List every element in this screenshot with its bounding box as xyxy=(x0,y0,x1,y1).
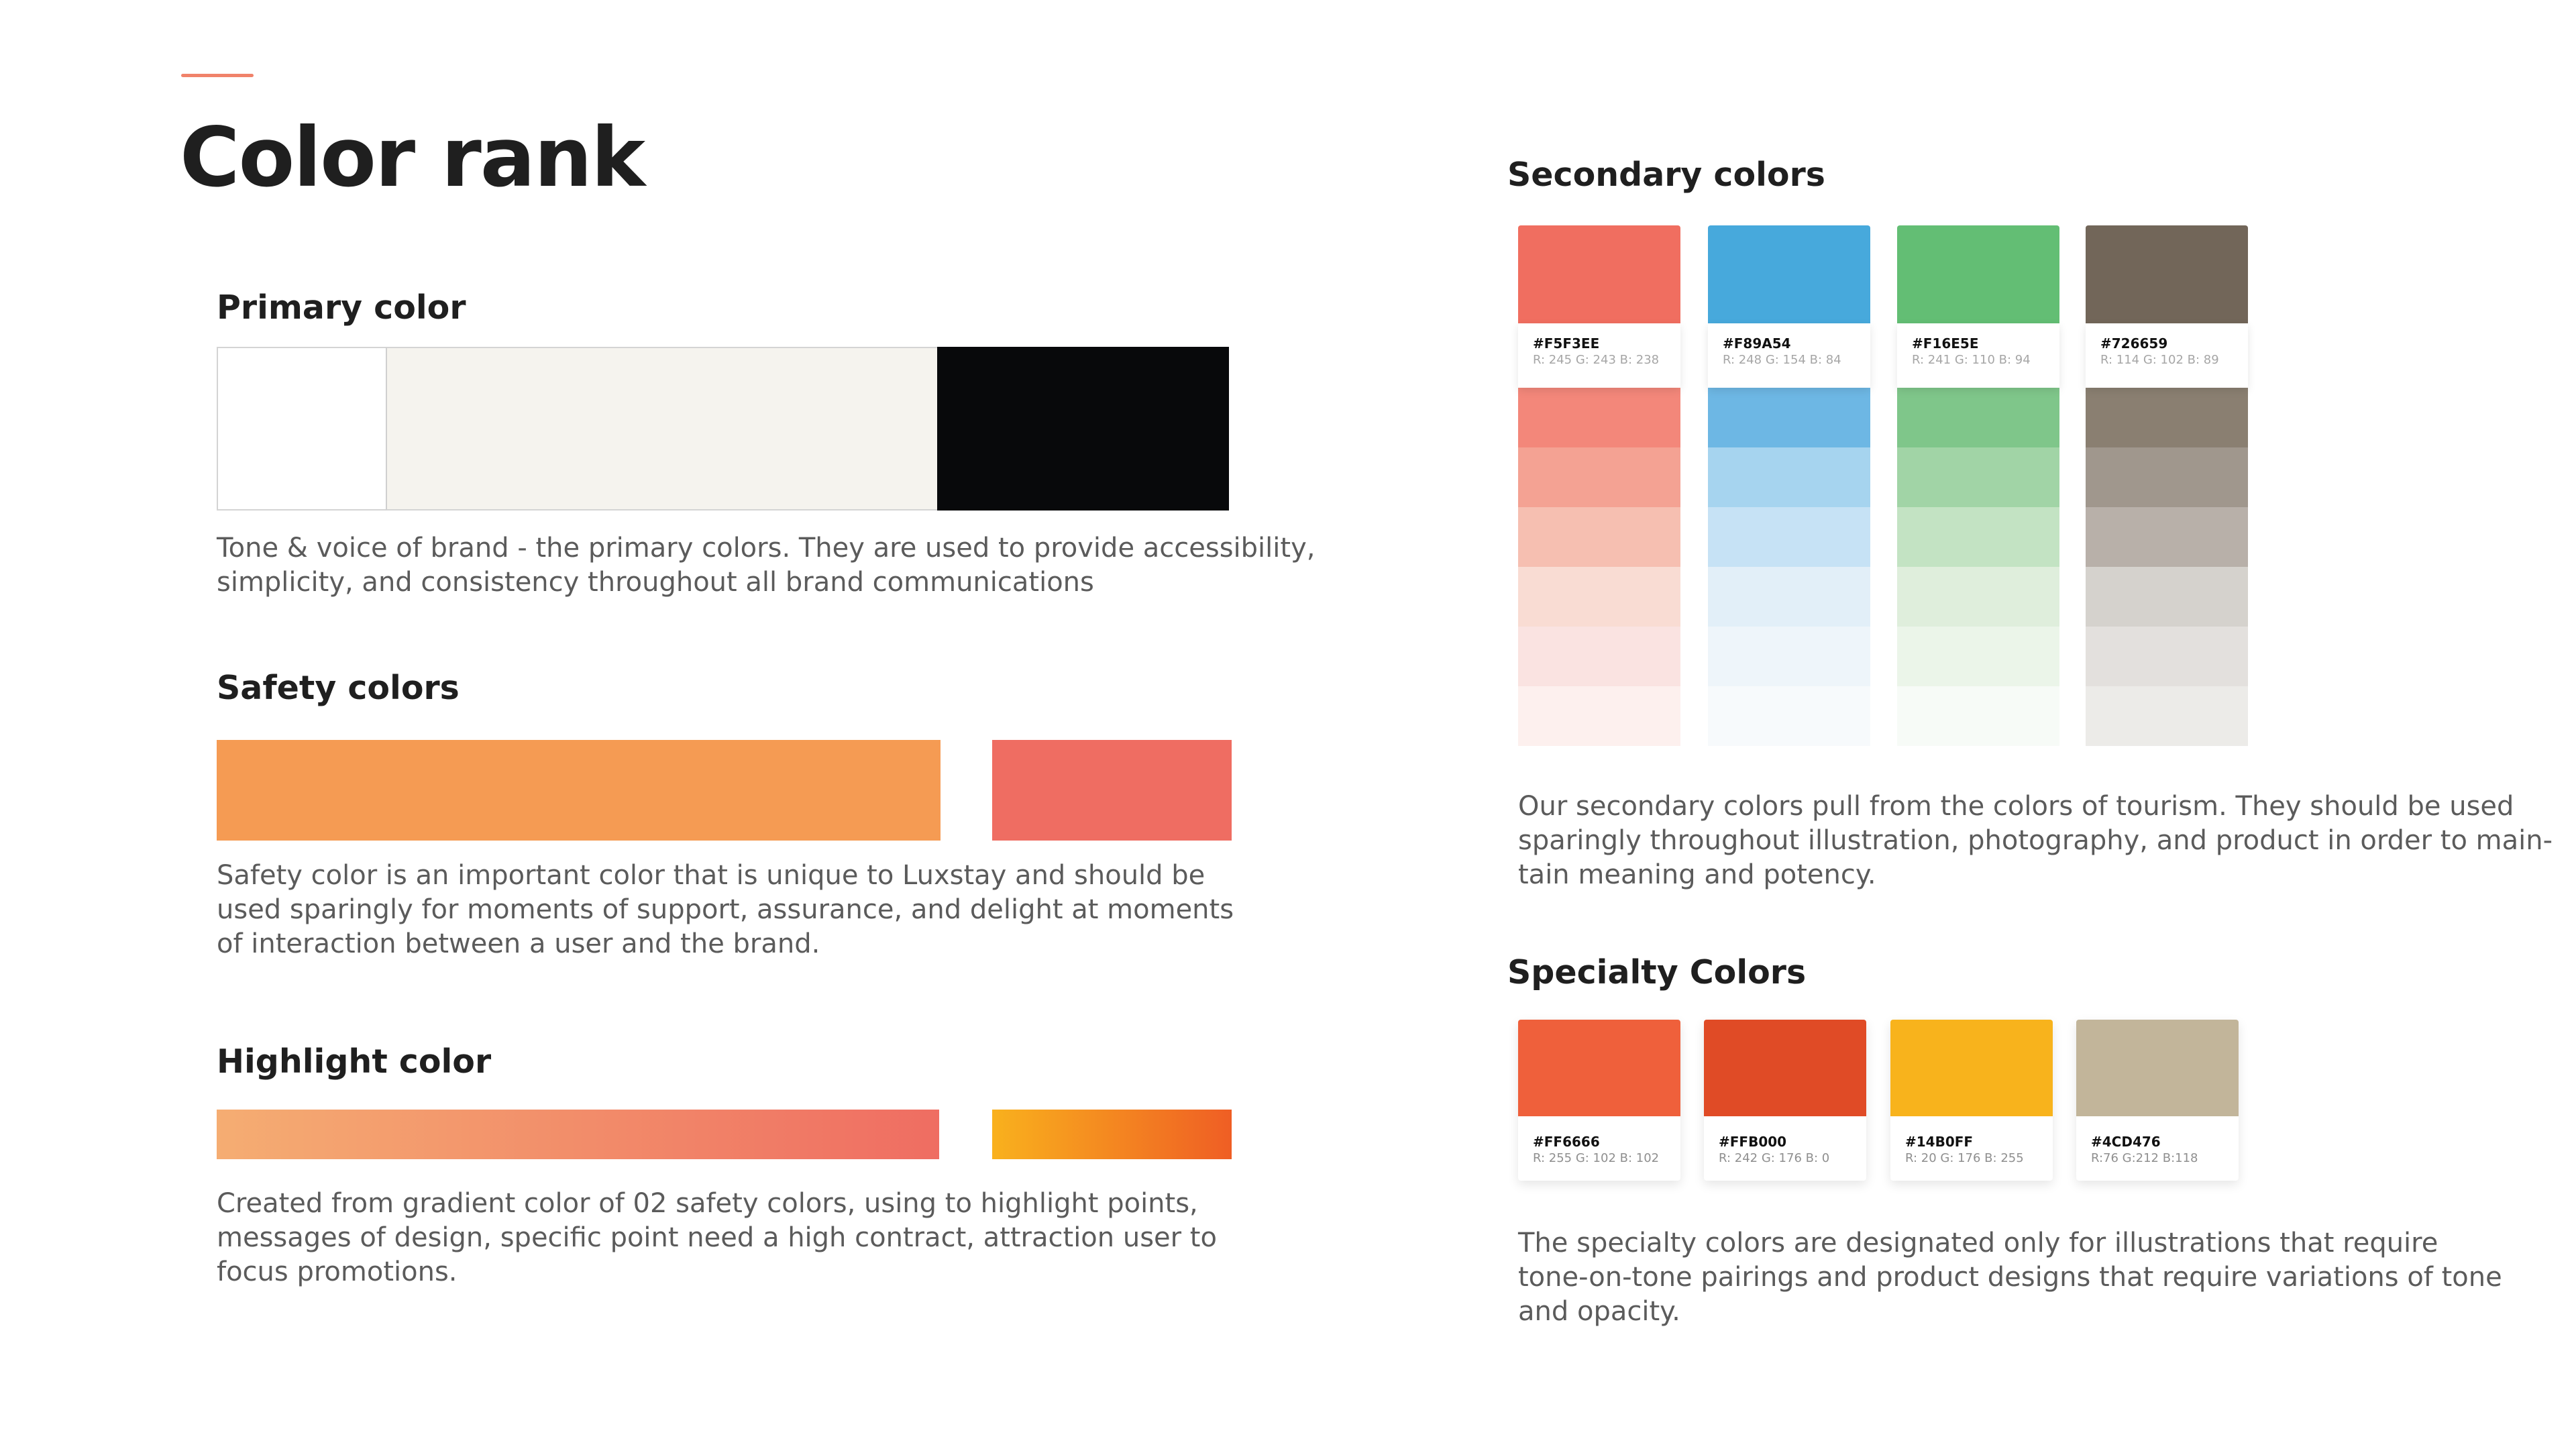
highlight-description-line: messages of design, specific point need … xyxy=(217,1222,1217,1253)
specialty-hex: #FF6666 xyxy=(1533,1134,1600,1150)
specialty-rgb: R:76 G:212 B:118 xyxy=(2091,1151,2198,1165)
specialty-color-swatch xyxy=(1518,1020,1680,1116)
palette-tint-swatch xyxy=(1518,507,1680,567)
secondary-description-line: Our secondary colors pull from the color… xyxy=(1518,791,2514,822)
palette-label: #F16E5E R: 241 G: 110 B: 94 xyxy=(1897,323,2059,388)
specialty-hex: #4CD476 xyxy=(2091,1134,2161,1150)
specialty-label: #4CD476 R:76 G:212 B:118 xyxy=(2076,1116,2239,1181)
primary-description-line: Tone & voice of brand - the primary colo… xyxy=(217,533,1316,564)
primary-color-title: Primary color xyxy=(217,288,466,327)
palette-label: #726659 R: 114 G: 102 B: 89 xyxy=(2086,323,2248,388)
palette-hex: #F89A54 xyxy=(1723,335,1791,352)
accent-line xyxy=(181,74,254,77)
palette-tint-swatch xyxy=(1708,447,1870,507)
palette-tint-swatch xyxy=(1518,388,1680,447)
specialty-color-swatch xyxy=(1890,1020,2053,1116)
palette-base-swatch xyxy=(1518,225,1680,323)
palette-base-swatch xyxy=(2086,225,2248,323)
secondary-description-line: sparingly throughout illustration, photo… xyxy=(1518,825,2553,856)
specialty-color-swatch xyxy=(2076,1020,2239,1116)
page-title: Color rank xyxy=(180,110,645,205)
palette-label: #F5F3EE R: 245 G: 243 B: 238 xyxy=(1518,323,1680,388)
specialty-label: #FFB000 R: 242 G: 176 B: 0 xyxy=(1704,1116,1866,1181)
palette-hex: #F16E5E xyxy=(1912,335,1979,352)
specialty-label: #FF6666 R: 255 G: 102 B: 102 xyxy=(1518,1116,1680,1181)
specialty-colors-title: Specialty Colors xyxy=(1507,953,1807,991)
palette-rgb: R: 114 G: 102 B: 89 xyxy=(2100,353,2219,367)
specialty-description-line: tone-on-tone pairings and product design… xyxy=(1518,1262,2502,1293)
highlight-gradient-long xyxy=(217,1110,939,1159)
palette-base-swatch xyxy=(1897,225,2059,323)
palette-tint-swatch xyxy=(2086,447,2248,507)
palette-tint-swatch xyxy=(2086,686,2248,746)
secondary-palette: #726659 R: 114 G: 102 B: 89 xyxy=(2086,225,2248,746)
palette-hex: #F5F3EE xyxy=(1533,335,1600,352)
safety-swatch-orange xyxy=(217,740,941,841)
specialty-description-line: The specialty colors are designated only… xyxy=(1518,1228,2438,1258)
primary-color-strip xyxy=(217,347,1229,511)
palette-rgb: R: 248 G: 154 B: 84 xyxy=(1723,353,1841,367)
palette-tint-swatch xyxy=(1708,507,1870,567)
specialty-swatch-card: #FFB000 R: 242 G: 176 B: 0 xyxy=(1704,1020,1866,1181)
specialty-swatch-card: #4CD476 R:76 G:212 B:118 xyxy=(2076,1020,2239,1181)
palette-tint-swatch xyxy=(1897,507,2059,567)
primary-swatch-white xyxy=(217,347,386,511)
specialty-rgb: R: 255 G: 102 B: 102 xyxy=(1533,1151,1660,1165)
specialty-swatch-card: #FF6666 R: 255 G: 102 B: 102 xyxy=(1518,1020,1680,1181)
secondary-colors-title: Secondary colors xyxy=(1507,156,1825,194)
secondary-description-line: tain meaning and potency. xyxy=(1518,859,1876,890)
secondary-description: Our secondary colors pull from the color… xyxy=(1518,790,2553,892)
specialty-swatch-card: #14B0FF R: 20 G: 176 B: 255 xyxy=(1890,1020,2053,1181)
palette-tint-swatch xyxy=(1518,567,1680,627)
palette-tint-swatch xyxy=(1518,447,1680,507)
palette-tint-swatch xyxy=(1708,627,1870,686)
palette-tint-swatch xyxy=(1708,686,1870,746)
primary-swatch-black xyxy=(937,347,1229,511)
specialty-description: The specialty colors are designated only… xyxy=(1518,1226,2502,1329)
palette-base-swatch xyxy=(1708,225,1870,323)
highlight-gradient-short xyxy=(992,1110,1232,1159)
secondary-palette: #F5F3EE R: 245 G: 243 B: 238 xyxy=(1518,225,1680,746)
safety-description-line: used sparingly for moments of support, a… xyxy=(217,894,1234,925)
specialty-hex: #FFB000 xyxy=(1719,1134,1787,1150)
specialty-label: #14B0FF R: 20 G: 176 B: 255 xyxy=(1890,1116,2053,1181)
palette-hex: #726659 xyxy=(2100,335,2168,352)
primary-swatch-cream xyxy=(386,347,937,511)
palette-tint-swatch xyxy=(1708,567,1870,627)
highlight-description-line: Created from gradient color of 02 safety… xyxy=(217,1188,1198,1219)
palette-tint-swatch xyxy=(1708,388,1870,447)
palette-tint-swatch xyxy=(1897,686,2059,746)
palette-tint-swatch xyxy=(1518,686,1680,746)
palette-tint-swatch xyxy=(1897,567,2059,627)
specialty-rgb: R: 242 G: 176 B: 0 xyxy=(1719,1151,1830,1165)
specialty-color-swatch xyxy=(1704,1020,1866,1116)
highlight-description-line: focus promotions. xyxy=(217,1256,458,1287)
palette-tint-swatch xyxy=(1897,447,2059,507)
primary-description-line: simplicity, and consistency throughout a… xyxy=(217,567,1094,598)
safety-description-line: of interaction between a user and the br… xyxy=(217,928,820,959)
palette-label: #F89A54 R: 248 G: 154 B: 84 xyxy=(1708,323,1870,388)
palette-tint-swatch xyxy=(2086,507,2248,567)
highlight-description: Created from gradient color of 02 safety… xyxy=(217,1187,1217,1289)
secondary-palette: #F89A54 R: 248 G: 154 B: 84 xyxy=(1708,225,1870,746)
specialty-description-line: and opacity. xyxy=(1518,1296,1680,1327)
palette-tint-swatch xyxy=(2086,567,2248,627)
palette-rgb: R: 245 G: 243 B: 238 xyxy=(1533,353,1660,367)
palette-tint-swatch xyxy=(2086,388,2248,447)
specialty-hex: #14B0FF xyxy=(1905,1134,1974,1150)
palette-tint-swatch xyxy=(1897,627,2059,686)
palette-tint-swatch xyxy=(1897,388,2059,447)
palette-tint-swatch xyxy=(1518,627,1680,686)
palette-tint-swatch xyxy=(2086,627,2248,686)
safety-description-line: Safety color is an important color that … xyxy=(217,860,1205,891)
secondary-palette: #F16E5E R: 241 G: 110 B: 94 xyxy=(1897,225,2059,746)
primary-description: Tone & voice of brand - the primary colo… xyxy=(217,531,1315,600)
specialty-rgb: R: 20 G: 176 B: 255 xyxy=(1905,1151,2024,1165)
safety-description: Safety color is an important color that … xyxy=(217,859,1234,961)
highlight-color-title: Highlight color xyxy=(217,1042,492,1081)
palette-rgb: R: 241 G: 110 B: 94 xyxy=(1912,353,2031,367)
safety-swatch-coral xyxy=(992,740,1232,841)
safety-colors-title: Safety colors xyxy=(217,669,460,707)
